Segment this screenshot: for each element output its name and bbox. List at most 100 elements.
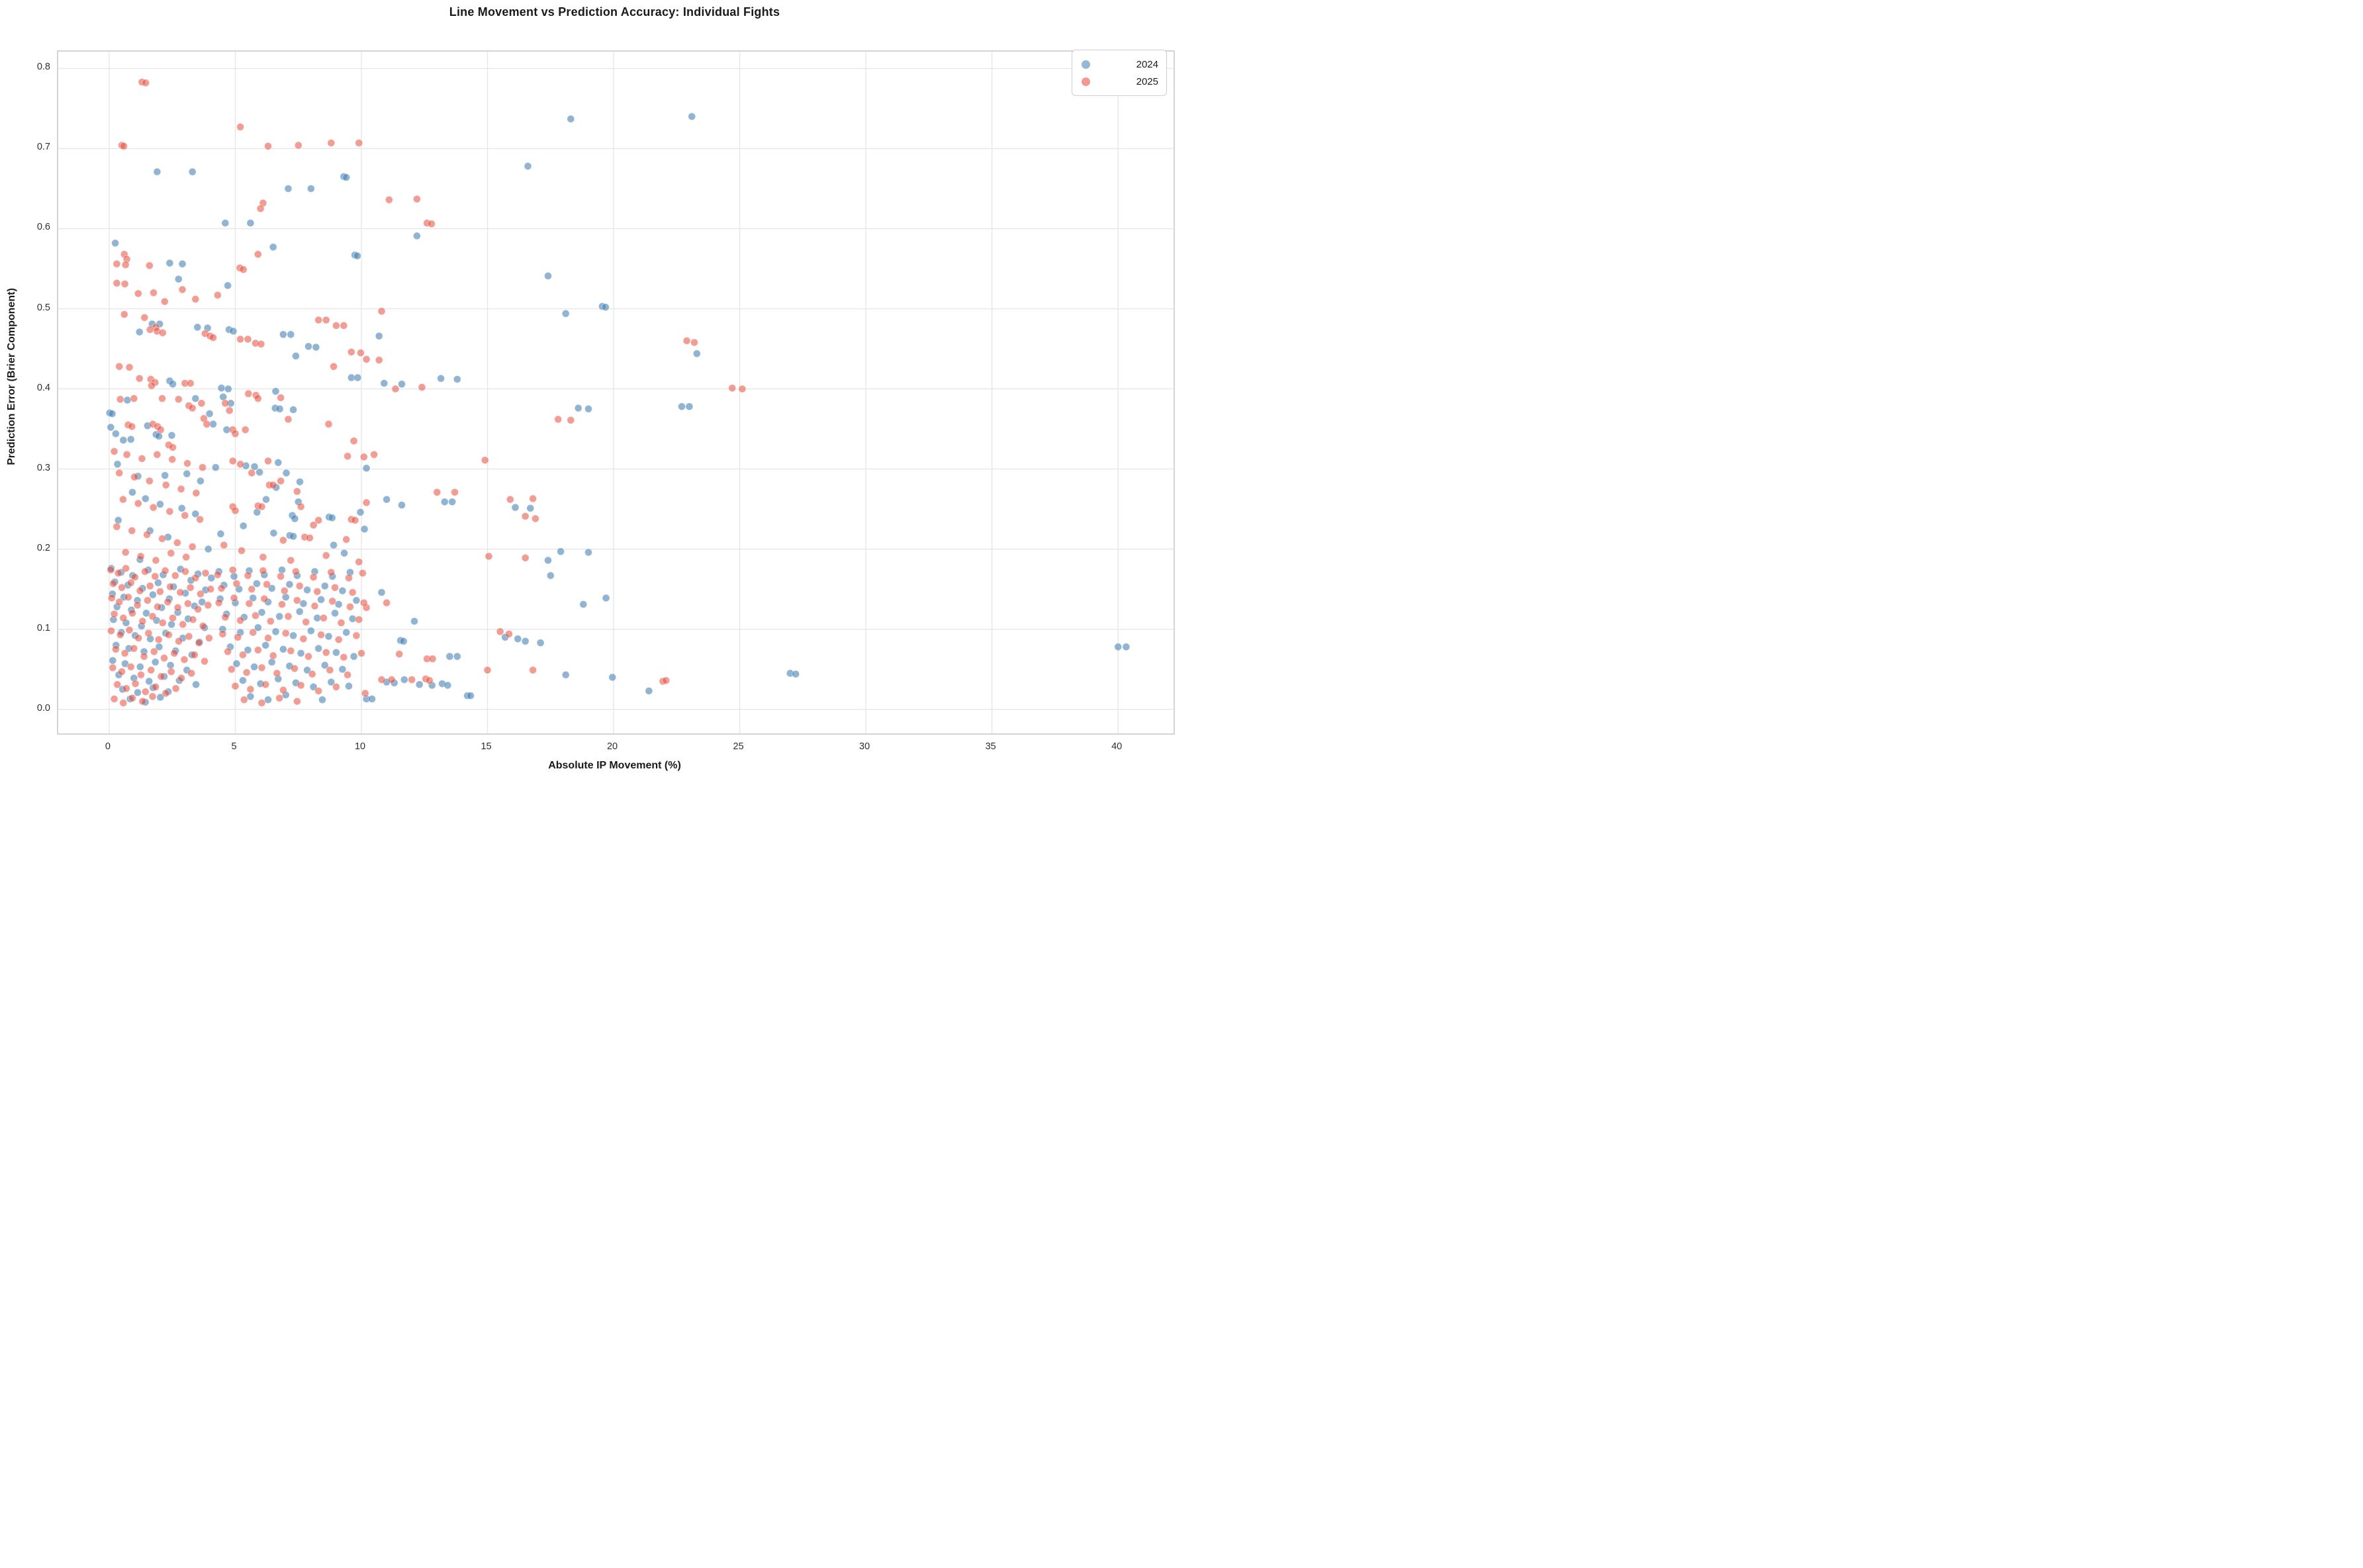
scatter-point-2025 (169, 443, 177, 451)
scatter-point-2024 (205, 410, 214, 418)
scatter-point-2024 (312, 343, 320, 351)
scatter-point-2024 (295, 608, 304, 616)
scatter-point-2025 (231, 430, 240, 438)
scatter-point-2025 (728, 384, 737, 392)
scatter-point-2024 (267, 584, 276, 592)
scatter-point-2025 (196, 590, 205, 598)
legend[interactable]: 2024 2025 (1072, 50, 1167, 96)
scatter-point-2024 (108, 410, 116, 418)
scatter-point-2025 (330, 362, 338, 371)
scatter-point-2025 (261, 680, 270, 689)
scatter-point-2025 (280, 586, 289, 595)
scatter-point-2024 (349, 652, 358, 661)
scatter-point-2025 (130, 473, 139, 481)
scatter-point-2025 (281, 629, 290, 637)
scatter-point-2025 (199, 463, 207, 472)
scatter-point-2025 (181, 511, 189, 520)
scatter-point-2025 (107, 566, 115, 575)
scatter-point-2025 (113, 279, 121, 287)
scatter-point-2025 (314, 686, 323, 695)
scatter-point-2024 (306, 185, 315, 193)
y-tick-label: 0.2 (36, 542, 50, 553)
scatter-point-2025 (166, 582, 175, 591)
scatter-point-2024 (320, 582, 329, 590)
scatter-point-2025 (236, 122, 245, 131)
scatter-point-2024 (142, 609, 150, 618)
scatter-point-2024 (250, 663, 259, 671)
scatter-point-2024 (267, 658, 276, 667)
scatter-point-2025 (147, 666, 156, 674)
scatter-point-2025 (349, 437, 358, 445)
scatter-point-2025 (160, 654, 168, 663)
scatter-point-2024 (342, 173, 351, 181)
scatter-point-2024 (330, 541, 338, 549)
scatter-point-2025 (177, 484, 185, 493)
scatter-point-2025 (197, 399, 206, 408)
scatter-point-2025 (213, 291, 222, 299)
chart-title: Line Movement vs Prediction Accuracy: In… (449, 5, 780, 19)
scatter-point-2025 (375, 356, 383, 364)
scatter-point-2025 (110, 610, 118, 618)
scatter-point-2025 (346, 602, 354, 611)
scatter-point-2024 (239, 522, 248, 530)
scatter-point-2025 (284, 612, 293, 621)
scatter-point-2024 (342, 628, 351, 637)
scatter-point-2025 (188, 404, 197, 412)
scatter-point-2025 (186, 583, 195, 592)
plot-area[interactable]: 2024 2025 (57, 50, 1175, 735)
scatter-point-2025 (163, 598, 172, 606)
scatter-point-2024 (692, 349, 701, 358)
scatter-point-2024 (229, 327, 238, 336)
legend-swatch-2025-icon (1082, 77, 1090, 86)
scatter-point-2024 (274, 458, 283, 467)
scatter-point-2025 (355, 558, 363, 566)
y-tick-label: 0.1 (36, 622, 50, 633)
scatter-point-2025 (314, 316, 323, 324)
scatter-point-2025 (299, 635, 308, 643)
scatter-point-2025 (138, 697, 147, 706)
scatter-point-2024 (192, 680, 201, 689)
scatter-point-2025 (113, 259, 121, 268)
scatter-point-2024 (238, 676, 247, 685)
scatter-point-2025 (433, 488, 441, 496)
scatter-point-2025 (199, 622, 207, 630)
scatter-point-2025 (238, 547, 246, 555)
scatter-point-2024 (567, 115, 575, 123)
scatter-point-2025 (162, 689, 170, 698)
scatter-point-2024 (246, 219, 255, 227)
scatter-point-2025 (111, 645, 120, 653)
scatter-point-2024 (191, 510, 200, 518)
scatter-point-2025 (248, 585, 256, 594)
y-tick-label: 0.3 (36, 462, 50, 473)
scatter-point-2025 (387, 675, 396, 684)
scatter-point-2024 (262, 495, 270, 504)
scatter-point-2025 (293, 596, 301, 605)
legend-label-2025: 2025 (1136, 75, 1158, 87)
scatter-point-2025 (115, 598, 124, 606)
scatter-point-2024 (183, 469, 191, 478)
scatter-point-2025 (322, 648, 330, 657)
scatter-point-2025 (134, 499, 142, 508)
scatter-point-2025 (277, 393, 285, 402)
legend-item-2024[interactable]: 2024 (1082, 56, 1158, 73)
scatter-point-2025 (201, 657, 208, 666)
scatter-point-2025 (302, 618, 310, 626)
scatter-point-2025 (191, 295, 200, 303)
scatter-point-2025 (337, 619, 346, 627)
scatter-point-2024 (320, 661, 329, 670)
scatter-point-2025 (228, 457, 237, 465)
scatter-point-2025 (122, 684, 130, 693)
scatter-point-2025 (248, 469, 256, 477)
scatter-point-2025 (244, 389, 253, 398)
legend-item-2025[interactable]: 2025 (1082, 73, 1158, 90)
scatter-point-2024 (109, 656, 117, 665)
scatter-point-2025 (165, 507, 174, 516)
scatter-point-2025 (130, 644, 138, 653)
scatter-point-2025 (171, 571, 179, 580)
scatter-point-2025 (334, 635, 343, 644)
scatter-point-2025 (177, 674, 185, 682)
x-tick-label: 5 (231, 741, 237, 752)
scatter-point-2024 (360, 525, 369, 533)
scatter-point-2024 (174, 275, 183, 283)
scatter-point-2025 (109, 663, 117, 672)
